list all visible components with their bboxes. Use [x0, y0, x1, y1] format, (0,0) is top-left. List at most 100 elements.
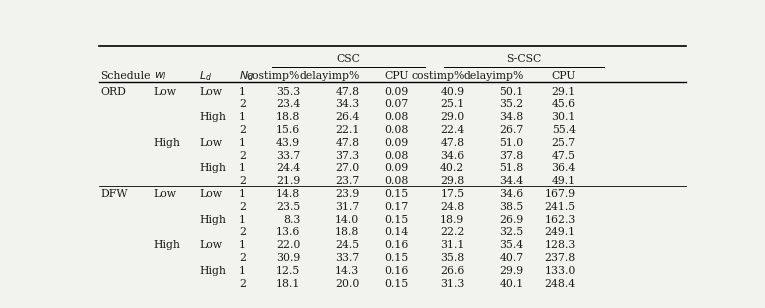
Text: CPU: CPU: [384, 71, 409, 81]
Text: 25.7: 25.7: [552, 138, 576, 148]
Text: 0.08: 0.08: [384, 151, 409, 160]
Text: 14.3: 14.3: [335, 266, 360, 276]
Text: 23.9: 23.9: [335, 189, 360, 199]
Text: 38.5: 38.5: [500, 202, 524, 212]
Text: 26.4: 26.4: [335, 112, 360, 122]
Text: 1: 1: [239, 215, 246, 225]
Text: 40.7: 40.7: [500, 253, 524, 263]
Text: 32.5: 32.5: [500, 227, 524, 237]
Text: 29.9: 29.9: [500, 266, 524, 276]
Text: Low: Low: [200, 138, 223, 148]
Text: 21.9: 21.9: [276, 176, 300, 186]
Text: 237.8: 237.8: [545, 253, 576, 263]
Text: Low: Low: [154, 87, 177, 96]
Text: 45.6: 45.6: [552, 99, 576, 109]
Text: 0.14: 0.14: [385, 227, 409, 237]
Text: 29.8: 29.8: [440, 176, 464, 186]
Text: 23.4: 23.4: [276, 99, 300, 109]
Text: 25.1: 25.1: [440, 99, 464, 109]
Text: 37.8: 37.8: [500, 151, 524, 160]
Text: 27.0: 27.0: [335, 163, 360, 173]
Text: 2: 2: [239, 253, 246, 263]
Text: 22.1: 22.1: [335, 125, 360, 135]
Text: 0.08: 0.08: [384, 125, 409, 135]
Text: 47.8: 47.8: [335, 138, 360, 148]
Text: High: High: [200, 215, 226, 225]
Text: 36.4: 36.4: [552, 163, 576, 173]
Text: 34.6: 34.6: [500, 189, 524, 199]
Text: High: High: [200, 266, 226, 276]
Text: 35.3: 35.3: [276, 87, 300, 96]
Text: 1: 1: [239, 112, 246, 122]
Text: 8.3: 8.3: [283, 215, 300, 225]
Text: Schedule: Schedule: [100, 71, 151, 81]
Text: 31.7: 31.7: [335, 202, 360, 212]
Text: 18.8: 18.8: [335, 227, 360, 237]
Text: 40.2: 40.2: [440, 163, 464, 173]
Text: costimp%: costimp%: [247, 71, 300, 81]
Text: 37.3: 37.3: [335, 151, 360, 160]
Text: 0.15: 0.15: [385, 279, 409, 289]
Text: 31.1: 31.1: [440, 240, 464, 250]
Text: 51.0: 51.0: [500, 138, 524, 148]
Text: 47.8: 47.8: [441, 138, 464, 148]
Text: 35.4: 35.4: [500, 240, 524, 250]
Text: 23.5: 23.5: [276, 202, 300, 212]
Text: 1: 1: [239, 240, 246, 250]
Text: High: High: [200, 163, 226, 173]
Text: 13.6: 13.6: [276, 227, 300, 237]
Text: 0.16: 0.16: [384, 266, 409, 276]
Text: 1: 1: [239, 138, 246, 148]
Text: 0.15: 0.15: [385, 253, 409, 263]
Text: $N_d$: $N_d$: [239, 69, 254, 83]
Text: 1: 1: [239, 163, 246, 173]
Text: 51.8: 51.8: [500, 163, 524, 173]
Text: 248.4: 248.4: [545, 279, 576, 289]
Text: Low: Low: [154, 189, 177, 199]
Text: 34.3: 34.3: [335, 99, 360, 109]
Text: Low: Low: [200, 87, 223, 96]
Text: 22.2: 22.2: [440, 227, 464, 237]
Text: 23.7: 23.7: [335, 176, 360, 186]
Text: 18.9: 18.9: [440, 215, 464, 225]
Text: 29.0: 29.0: [440, 112, 464, 122]
Text: 49.1: 49.1: [552, 176, 576, 186]
Text: 18.1: 18.1: [276, 279, 300, 289]
Text: 2: 2: [239, 151, 246, 160]
Text: 29.1: 29.1: [552, 87, 576, 96]
Text: CPU: CPU: [552, 71, 576, 81]
Text: 241.5: 241.5: [545, 202, 576, 212]
Text: delayimp%: delayimp%: [299, 71, 360, 81]
Text: 0.09: 0.09: [385, 163, 409, 173]
Text: DFW: DFW: [100, 189, 128, 199]
Text: 162.3: 162.3: [545, 215, 576, 225]
Text: 34.4: 34.4: [500, 176, 524, 186]
Text: 47.8: 47.8: [335, 87, 360, 96]
Text: 15.6: 15.6: [276, 125, 300, 135]
Text: 133.0: 133.0: [545, 266, 576, 276]
Text: 14.8: 14.8: [276, 189, 300, 199]
Text: 31.3: 31.3: [440, 279, 464, 289]
Text: 24.4: 24.4: [276, 163, 300, 173]
Text: 12.5: 12.5: [276, 266, 300, 276]
Text: 17.5: 17.5: [441, 189, 464, 199]
Text: Low: Low: [200, 240, 223, 250]
Text: 2: 2: [239, 202, 246, 212]
Text: 0.09: 0.09: [385, 138, 409, 148]
Text: CSC: CSC: [337, 55, 360, 64]
Text: 0.15: 0.15: [385, 215, 409, 225]
Text: 1: 1: [239, 189, 246, 199]
Text: 24.8: 24.8: [440, 202, 464, 212]
Text: 20.0: 20.0: [335, 279, 360, 289]
Text: 167.9: 167.9: [545, 189, 576, 199]
Text: 35.2: 35.2: [500, 99, 524, 109]
Text: High: High: [154, 138, 181, 148]
Text: costimp%: costimp%: [411, 71, 464, 81]
Text: 22.4: 22.4: [440, 125, 464, 135]
Text: 18.8: 18.8: [276, 112, 300, 122]
Text: 35.8: 35.8: [440, 253, 464, 263]
Text: 0.08: 0.08: [384, 176, 409, 186]
Text: 47.5: 47.5: [552, 151, 576, 160]
Text: High: High: [200, 112, 226, 122]
Text: 26.6: 26.6: [440, 266, 464, 276]
